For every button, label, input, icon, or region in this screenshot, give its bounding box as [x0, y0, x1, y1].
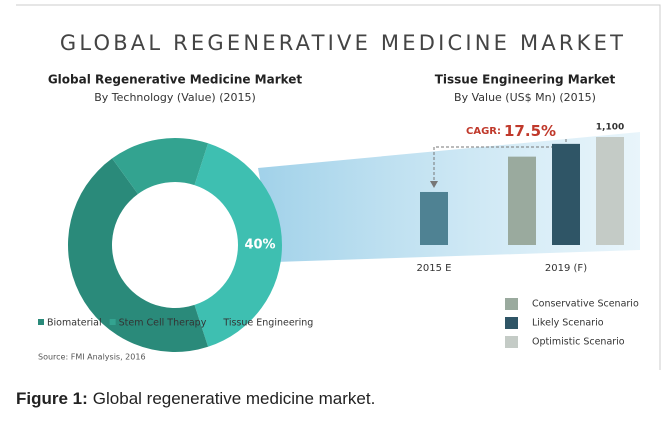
legend-swatch	[109, 319, 116, 325]
main-title: GLOBAL REGENERATIVE MEDICINE MARKET	[60, 31, 626, 55]
frame	[16, 4, 661, 370]
chart-subtitle: By Value (US$ Mn) (2015)	[454, 91, 596, 104]
legend-label: Likely Scenario	[532, 318, 604, 329]
caption: Figure 1: Global regenerative medicine ma…	[16, 389, 375, 408]
cagr-annotation: CAGR: 17.5%	[466, 122, 556, 140]
chart-title: Global Regenerative Medicine Market	[48, 73, 303, 87]
legend-swatch	[38, 319, 44, 325]
legend-swatch	[505, 317, 518, 329]
legend-swatch	[214, 319, 221, 325]
cagr-value: 17.5%	[504, 122, 556, 140]
donut-segment	[194, 143, 282, 347]
source: Source: FMI Analysis, 2016	[38, 353, 146, 362]
cagr-label: CAGR:	[466, 126, 501, 137]
data-label: 40%	[244, 238, 275, 253]
bar	[552, 143, 580, 245]
legend-label: Conservative Scenario	[532, 299, 639, 310]
legend-label: Stem Cell Therapy	[119, 318, 207, 329]
bar	[508, 156, 536, 245]
legend-label: Tissue Engineering	[222, 318, 313, 329]
legend-label: Optimistic Scenario	[532, 337, 625, 348]
legend-swatch	[505, 298, 518, 310]
legend-swatch	[505, 336, 518, 348]
data-label: 1,100	[596, 123, 624, 133]
legend-label: Biomaterial	[47, 318, 102, 329]
chart-subtitle: By Technology (Value) (2015)	[94, 91, 256, 104]
arrow-head	[430, 181, 438, 188]
donut-segment	[112, 137, 209, 195]
donut-segment	[68, 158, 209, 352]
bar	[596, 137, 624, 245]
caption-text: Global regenerative medicine market.	[93, 389, 376, 408]
chart-title: Tissue Engineering Market	[435, 73, 616, 87]
x-tick-label: 2015 E	[417, 263, 452, 274]
highlight-beam	[258, 132, 640, 262]
caption-label: Figure 1:	[16, 389, 88, 408]
x-tick-label: 2019 (F)	[545, 263, 587, 274]
bar	[420, 191, 448, 245]
